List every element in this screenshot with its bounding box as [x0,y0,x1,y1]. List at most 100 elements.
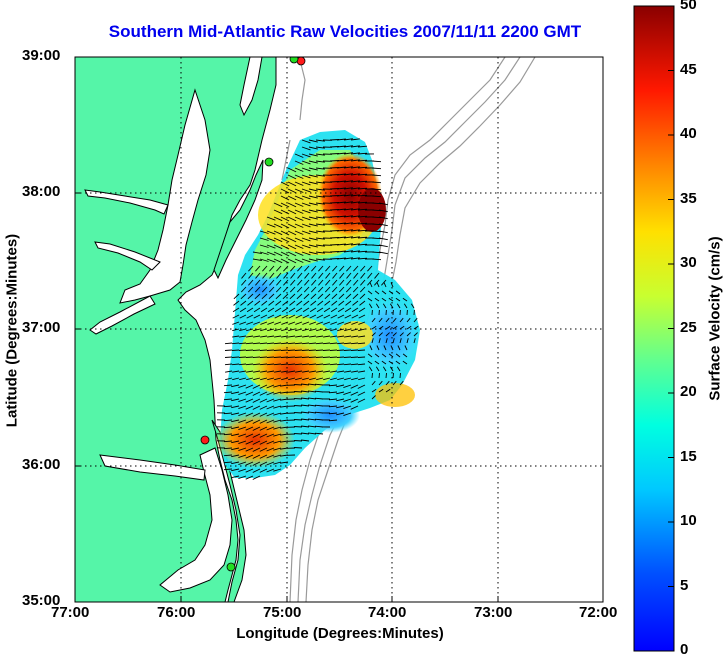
velocity-arrow [385,338,388,344]
velocity-arrow [287,356,296,358]
velocity-arrow [343,152,353,155]
velocity-arrow [238,475,247,480]
velocity-arrow [351,335,359,338]
map-plot-area [75,57,603,602]
velocity-arrow [385,380,390,386]
velocity-arrow [231,426,240,430]
velocity-arrow [260,377,268,381]
velocity-arrow [245,342,254,345]
velocity-arrow [248,272,254,279]
velocity-arrow [385,372,387,379]
velocity-arrow [224,363,233,366]
velocity-arrow [378,216,388,220]
velocity-arrow [303,293,310,300]
velocity-arrow [301,383,310,386]
velocity-arrow [309,307,317,313]
velocity-arrow [274,307,282,313]
velocity-arrow [280,384,289,387]
velocity-arrow [316,377,324,381]
velocity-arrow [275,300,282,306]
velocity-arrow [252,412,261,417]
velocity-arrow [402,353,408,358]
velocity-arrow [266,349,275,351]
velocity-arrow [294,216,304,221]
velocity-arrow [308,202,318,206]
radar-station-marker [264,157,274,167]
velocity-arrow [295,307,303,313]
velocity-arrow [274,335,282,338]
velocity-arrow [233,293,240,300]
y-tick-label: 39:00 [22,47,61,64]
colorbar-tick-label: 30 [680,254,697,271]
velocity-arrow [359,293,366,300]
velocity-arrow [273,419,282,423]
velocity-arrow [350,236,360,239]
velocity-arrow [308,432,317,435]
velocity-arrow [357,391,366,396]
velocity-arrow [316,314,324,319]
velocity-arrow [301,216,311,221]
velocity-arrow [238,433,247,438]
velocity-arrow [275,293,282,300]
velocity-arrow [302,377,310,381]
velocity-arrow [273,237,283,243]
velocity-arrow [395,360,401,365]
velocity-arrow [290,272,296,279]
velocity-arrow [252,419,261,424]
velocity-arrow [296,293,303,300]
velocity-arrow [281,314,289,319]
colorbar-tick-marks [668,5,674,652]
velocity-arrow [378,209,388,213]
velocity-arrow [231,384,240,388]
velocity-arrow [371,332,376,337]
velocity-arrow [336,384,345,388]
velocity-arrow [318,272,324,279]
velocity-arrow [294,342,303,345]
velocity-arrow [357,194,368,197]
velocity-arrow [296,286,303,293]
velocity-arrow [302,328,310,332]
velocity-arrow [350,138,360,141]
velocity-arrow [395,353,401,358]
velocity-arrow [294,251,304,256]
velocity-arrow [287,202,297,208]
velocity-arrow [358,377,366,381]
velocity-arrow [337,314,345,319]
velocity-arrow [375,303,380,309]
velocity-arrow [344,321,352,325]
velocity-arrow [329,356,338,358]
velocity-arrow [410,303,415,309]
velocity-arrow [304,279,310,286]
velocity-arrow [336,257,346,260]
velocity-arrow [231,363,240,366]
velocity-arrow [301,356,310,358]
velocity-arrow [280,349,289,351]
velocity-arrow [280,216,290,222]
velocity-arrow [343,236,353,239]
velocity-arrow [245,405,254,410]
velocity-arrow [337,335,345,338]
velocity-arrow [273,440,282,444]
velocity-arrow [252,440,261,445]
velocity-arrow [301,230,311,235]
velocity-arrow [301,404,310,407]
velocity-arrow [308,181,318,185]
velocity-arrow [223,384,233,387]
velocity-arrow [350,398,359,403]
velocity-arrow [371,202,382,205]
velocity-arrow [273,356,282,358]
velocity-arrow [231,398,240,402]
velocity-arrow [316,335,324,338]
y-tick-label: 37:00 [22,319,61,336]
velocity-arrow [231,454,240,458]
velocity-arrow [240,286,247,293]
velocity-arrow [328,398,338,401]
velocity-arrow [343,398,352,403]
velocity-arrow [308,251,318,255]
velocity-arrow [385,317,390,323]
velocity-arrow [351,370,359,373]
velocity-arrow [259,391,268,396]
velocity-arrow [282,300,289,306]
velocity-arrow [371,251,382,254]
velocity-arrow [238,384,247,389]
